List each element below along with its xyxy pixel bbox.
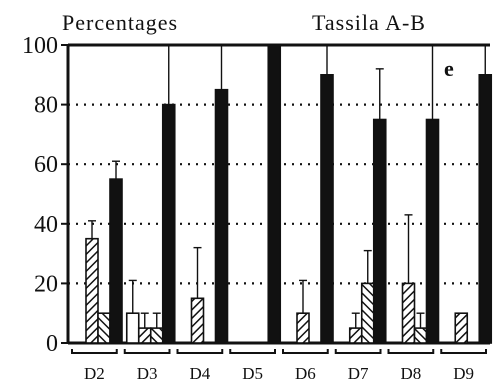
x-tick-label: D6 bbox=[295, 364, 316, 383]
chart-title: Percentages bbox=[62, 10, 178, 35]
x-tick-label: D8 bbox=[400, 364, 421, 383]
category-bracket bbox=[440, 349, 487, 354]
bar bbox=[85, 237, 99, 344]
category-bracket bbox=[282, 349, 329, 354]
bar bbox=[372, 118, 387, 344]
bar bbox=[97, 312, 111, 344]
x-tick-label: D2 bbox=[84, 364, 105, 383]
bar bbox=[137, 327, 152, 344]
y-tick-label: 20 bbox=[34, 271, 58, 297]
bar bbox=[320, 74, 334, 344]
bar bbox=[109, 178, 123, 344]
panel-label: e bbox=[444, 56, 454, 81]
bar bbox=[149, 327, 164, 344]
bar bbox=[190, 297, 205, 344]
y-tick-label: 0 bbox=[46, 331, 58, 357]
chart-subtitle: Tassila A-B bbox=[312, 10, 426, 35]
category-bracket bbox=[334, 349, 382, 354]
bar bbox=[296, 312, 310, 344]
bar bbox=[267, 44, 282, 344]
bar bbox=[478, 74, 493, 344]
bar bbox=[214, 88, 229, 344]
x-tick-label: D3 bbox=[137, 364, 158, 383]
category-bracket bbox=[387, 349, 435, 354]
bar bbox=[401, 282, 416, 344]
bar bbox=[413, 327, 428, 344]
bar bbox=[348, 327, 363, 344]
bar bbox=[454, 312, 469, 344]
bar bbox=[425, 118, 440, 344]
y-tick-label: 100 bbox=[22, 33, 58, 59]
category-bracket bbox=[123, 349, 171, 354]
y-axis: 0 20 40 60 80 100 bbox=[22, 33, 490, 357]
x-tick-label: D7 bbox=[348, 364, 369, 383]
x-tick-label: D9 bbox=[453, 364, 474, 383]
x-axis: D2 D3 D4 D5 D6 D7 D8 D9 bbox=[71, 349, 487, 383]
bar bbox=[125, 312, 140, 344]
bar bbox=[360, 282, 375, 344]
plot-area bbox=[85, 44, 493, 344]
y-tick-label: 80 bbox=[34, 93, 58, 119]
bar bbox=[161, 103, 176, 344]
x-tick-label: D4 bbox=[189, 364, 210, 383]
x-tick-label: D5 bbox=[242, 364, 263, 383]
category-bracket bbox=[176, 349, 224, 354]
y-tick-label: 40 bbox=[34, 212, 58, 238]
category-bracket bbox=[229, 349, 276, 354]
y-tick-label: 60 bbox=[34, 152, 58, 178]
category-bracket bbox=[71, 349, 118, 354]
